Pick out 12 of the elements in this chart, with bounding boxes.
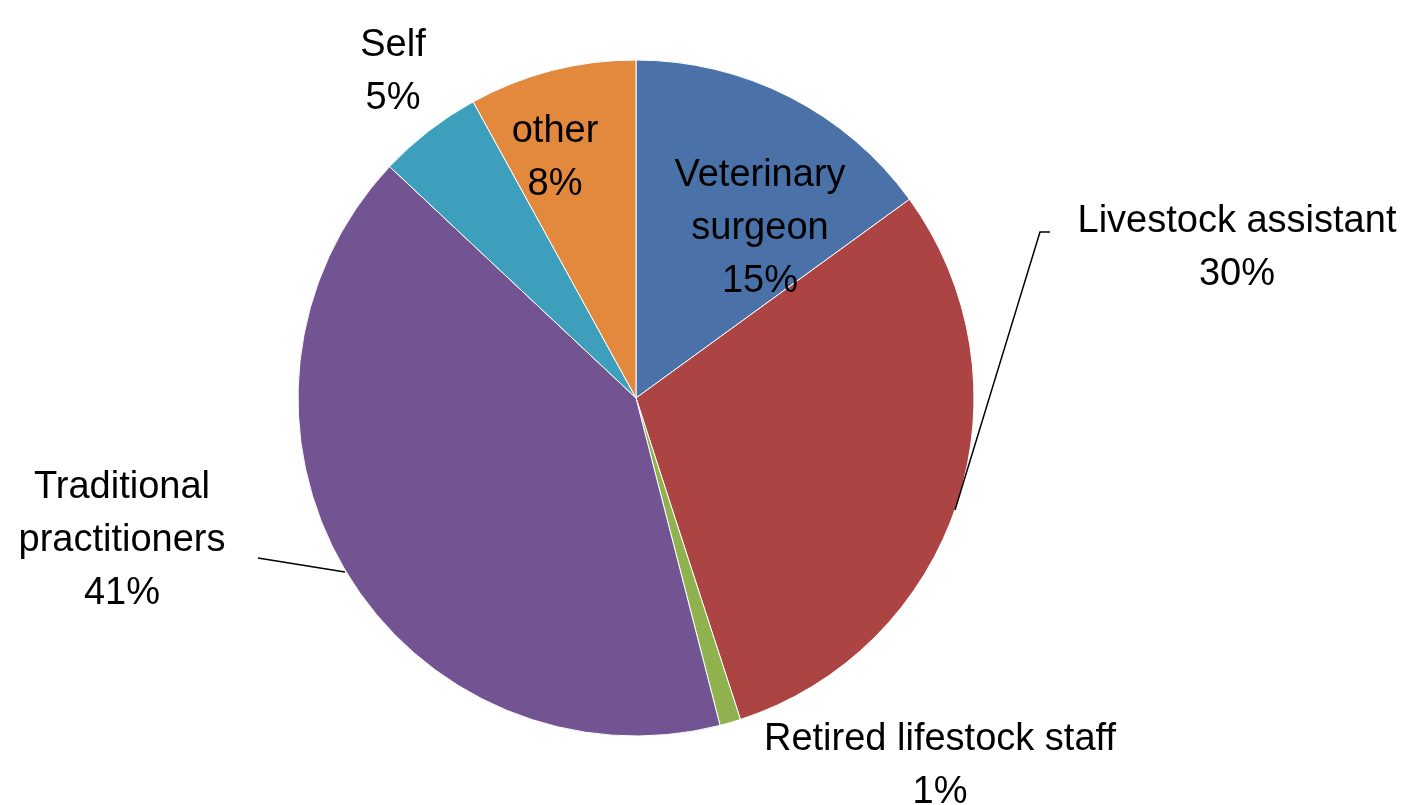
data-label: 41% — [83, 570, 161, 612]
slice-label: other — [511, 108, 599, 150]
data-label: 15% — [721, 258, 799, 300]
data-label: 30% — [1198, 251, 1276, 293]
slice-label: Veterinary surgeon — [674, 152, 846, 247]
slice-label: Retired lifestock staff — [763, 716, 1117, 758]
data-label: 8% — [527, 161, 583, 203]
slice-label: Traditional practitioners — [18, 464, 226, 559]
data-label: 1% — [912, 769, 968, 805]
slice-label: Livestock assistant — [1077, 198, 1397, 240]
slice-label: Self — [360, 22, 427, 64]
data-label: 5% — [365, 75, 421, 117]
